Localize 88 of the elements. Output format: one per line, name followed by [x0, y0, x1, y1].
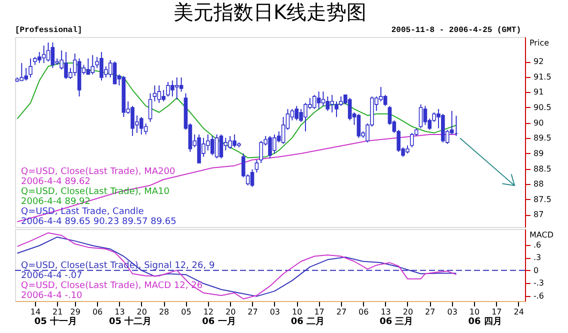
y-tick-label: 91 — [534, 88, 544, 97]
y-tick-label: 0 — [534, 266, 539, 275]
candlestick — [20, 62, 24, 82]
series-label: Q=USD, Close(Last Trade), MACD 12, 26 2006-4-4 -.10 — [21, 281, 203, 301]
text: 05 十一月 — [34, 316, 77, 327]
y-tick-label: 87.5 — [534, 194, 552, 204]
x-tick-label: 20 — [402, 308, 414, 316]
x-tick-label: 17 — [492, 308, 502, 316]
y-tick-label: -.3 — [534, 278, 544, 288]
y-tick-label: 88 — [534, 180, 544, 189]
candlestick — [312, 94, 316, 110]
candlestick — [316, 91, 321, 110]
line-series — [16, 134, 457, 222]
y-axis-title: Price — [530, 38, 550, 48]
x-tick-label: 24 — [514, 308, 524, 316]
chart-subtitle: 2005-11-8 - 2006-4-25 (GMT) — [391, 26, 521, 35]
text: 06 一月 — [202, 316, 236, 327]
x-tick-label: 05 — [181, 308, 192, 316]
x-tick-label: 13 — [114, 308, 125, 316]
candlestick — [250, 168, 254, 188]
series-label: Q=USD, Close(Last Trade), MA200 2006-4-4 89.62 — [21, 167, 176, 187]
candlestick — [410, 132, 414, 148]
candlestick — [24, 67, 28, 82]
y-tick-label: 90 — [534, 118, 544, 128]
candlestick — [214, 134, 219, 159]
y-tick-label: -.6 — [534, 291, 544, 300]
y-tick-label: 89 — [534, 148, 544, 158]
candlestick — [259, 140, 264, 164]
chart-title: 美元指数日K线走势图 — [173, 0, 367, 24]
x-tick-label: 27 — [248, 308, 258, 316]
x-tick-label: 17 — [314, 308, 324, 316]
candlestick — [321, 91, 326, 106]
x-tick-label: 20 — [136, 308, 147, 316]
candlestick — [157, 84, 162, 104]
candlestick — [326, 96, 330, 112]
candlestick — [42, 45, 46, 64]
x-tick-label: 10 — [469, 308, 480, 316]
text: 06 三月 — [380, 316, 414, 327]
candlestick — [294, 105, 299, 121]
candlestick — [348, 97, 352, 121]
y-tick-label: 92 — [534, 57, 544, 66]
x-tick-label: 28 — [158, 308, 170, 316]
x-tick-label: 10 — [292, 308, 302, 316]
candlestick — [90, 54, 95, 75]
candlestick — [378, 86, 383, 102]
candlestick — [281, 116, 286, 144]
y-tick-label: 90.5 — [534, 102, 552, 112]
candlestick — [174, 76, 179, 100]
candlestick — [179, 76, 184, 92]
candlestick — [148, 92, 152, 122]
candlestick — [383, 94, 388, 106]
x-tick-label: 03 — [447, 308, 458, 316]
candlestick — [254, 159, 259, 173]
x-tick-label: 03 — [270, 308, 280, 316]
y-tick-label: 88.5 — [534, 164, 552, 174]
text: 06 四月 — [468, 316, 502, 327]
x-tick-label: 27 — [336, 308, 347, 316]
candlestick — [28, 58, 32, 78]
candlestick — [152, 84, 157, 102]
text: 06 二月 — [290, 316, 325, 327]
candlestick — [37, 52, 42, 64]
x-tick-label: 29 — [70, 308, 80, 316]
x-tick-label: 21 — [52, 308, 63, 316]
x-tick-label: 06 — [358, 308, 369, 316]
candlestick — [50, 42, 55, 68]
candlestick — [139, 116, 144, 135]
x-tick-label: 20 — [225, 308, 236, 316]
x-tick-label: 06 — [92, 308, 103, 316]
candlestick — [112, 61, 117, 84]
candlestick — [219, 134, 224, 159]
candlestick — [418, 104, 423, 129]
candlestick — [86, 58, 90, 75]
candlestick — [423, 105, 428, 126]
y-tick-label: 91.5 — [534, 72, 552, 82]
y-tick-label: 89.5 — [534, 134, 552, 143]
text: 05 十二月 — [108, 316, 152, 327]
x-tick-label: 13 — [380, 308, 391, 316]
y-tick-label: 87 — [534, 210, 544, 220]
candlestick — [210, 135, 214, 156]
y-tick-label: .3 — [534, 253, 542, 262]
y-tick-label: .6 — [534, 240, 542, 250]
text: [Professional] — [15, 26, 82, 35]
x-tick-label: 12 — [203, 308, 214, 316]
x-tick-label: 14 — [30, 308, 41, 316]
x-tick-label: 27 — [425, 308, 436, 316]
candlestick — [46, 42, 50, 62]
y-axis-title: MACD — [530, 230, 554, 240]
candlestick — [356, 113, 361, 138]
